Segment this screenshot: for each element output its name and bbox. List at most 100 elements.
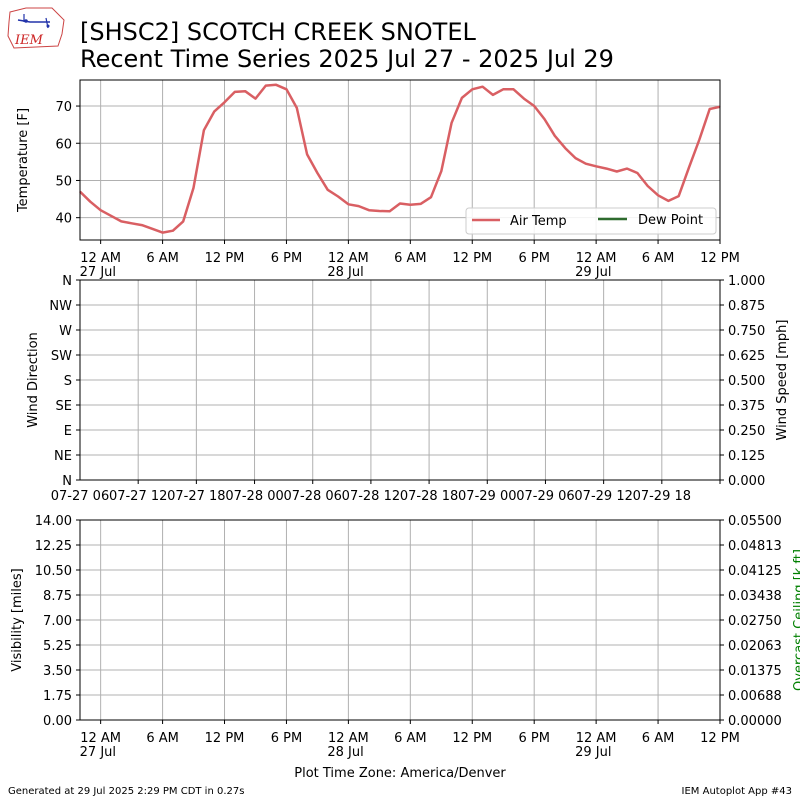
air-temp-point <box>523 98 525 100</box>
visibility-x-tick-label: 12 PM <box>700 731 740 746</box>
visibility-tick-label: 5.25 <box>43 639 72 654</box>
wind-speed-tick-label: 0.125 <box>728 449 765 464</box>
chart-title-line2: Recent Time Series 2025 Jul 27 - 2025 Ju… <box>80 45 614 73</box>
wind-speed-tick-label: 0.625 <box>728 349 765 364</box>
ceiling-tick-label: 0.00688 <box>728 689 782 704</box>
air-temp-point <box>389 210 391 212</box>
visibility-tick-label: 10.50 <box>35 564 72 579</box>
air-temp-point <box>502 88 504 90</box>
air-temp-point <box>636 172 639 174</box>
wind-direction-tick-label: W <box>59 324 72 339</box>
temperature-y-tick-label: 60 <box>55 137 72 152</box>
temperature-x-tick-label: 12 AM <box>328 251 369 266</box>
air-temp-point <box>213 111 215 113</box>
wind-x-tick-label: 07-29 06 <box>516 489 574 504</box>
visibility-x-tick-label: 12 AM <box>80 731 121 746</box>
temperature-x-tick-date: 29 Jul <box>575 265 611 280</box>
footer-app: IEM Autoplot App #43 <box>682 786 792 797</box>
wind-direction-ylabel: Wind Direction <box>26 332 41 428</box>
air-temp-point <box>347 203 349 205</box>
visibility-x-tick-label: 12 AM <box>328 731 369 746</box>
air-temp-point <box>585 163 587 165</box>
visibility-tick-label: 12.25 <box>35 539 72 554</box>
logo-text: IEM <box>14 33 44 48</box>
visibility-x-tick-date: 27 Jul <box>80 745 116 760</box>
temperature-x-tick-date: 27 Jul <box>80 265 116 280</box>
air-temp-point <box>647 185 649 187</box>
visibility-tick-label: 8.75 <box>43 589 72 604</box>
air-temp-point <box>471 88 473 90</box>
visibility-x-tick-label: 12 AM <box>576 731 617 746</box>
wind-x-tick-label: 07-28 00 <box>225 489 283 504</box>
wind-x-tick-label: 07-29 18 <box>633 489 691 504</box>
temperature-x-tick-label: 12 AM <box>80 251 121 266</box>
temperature-x-tick-label: 12 PM <box>700 251 740 266</box>
air-temp-point <box>492 94 494 96</box>
wind-x-tick-label: 07-28 06 <box>284 489 342 504</box>
air-temp-point <box>131 222 133 224</box>
air-temp-point <box>657 194 659 196</box>
wind-direction-tick-label: SE <box>56 399 72 414</box>
air-temp-point <box>409 204 411 206</box>
legend-air-temp-label: Air Temp <box>510 214 567 229</box>
air-temp-point <box>358 205 360 207</box>
wind-frame <box>79 279 721 481</box>
temperature-x-tick-label: 6 AM <box>394 251 427 266</box>
air-temp-point <box>461 97 463 99</box>
temperature-x-tick-label: 6 AM <box>642 251 675 266</box>
visibility-x-tick-label: 12 PM <box>205 731 245 746</box>
visibility-x-tick-date: 29 Jul <box>575 745 611 760</box>
air-temp-point <box>626 167 628 170</box>
visibility-tick-label: 0.00 <box>43 714 72 729</box>
air-temp-point <box>533 105 535 107</box>
ceiling-tick-label: 0.00000 <box>728 714 782 729</box>
visibility-tick-label: 7.00 <box>43 614 72 629</box>
wind-x-tick-label: 07-27 12 <box>109 489 167 504</box>
temperature-x-tick-label: 12 PM <box>205 251 245 266</box>
air-temp-point <box>316 172 319 174</box>
wind-direction-tick-label: SW <box>51 349 72 364</box>
wind-direction-tick-label: N <box>62 274 72 289</box>
temperature-x-tick-date: 28 Jul <box>327 265 363 280</box>
air-temp-point <box>430 196 432 198</box>
wind-direction-tick-label: N <box>62 474 72 489</box>
temperature-y-tick-label: 70 <box>55 100 72 115</box>
wind-grid <box>80 279 721 481</box>
wind-x-tick-label: 07-28 12 <box>342 489 400 504</box>
air-temp-point <box>564 147 566 149</box>
air-temp-point <box>512 88 515 90</box>
air-temp-point <box>254 98 257 100</box>
visibility-frame <box>79 519 721 721</box>
air-temp-point <box>605 167 608 170</box>
wind-speed-tick-label: 0.500 <box>728 374 765 389</box>
air-temp-point <box>285 88 288 90</box>
air-temp-point <box>89 201 91 203</box>
visibility-grid <box>80 519 721 721</box>
wind-x-tick-label: 07-28 18 <box>400 489 458 504</box>
air-temp-point <box>265 84 267 87</box>
temperature-x-tick-label: 12 AM <box>576 251 617 266</box>
air-temp-point <box>709 108 711 110</box>
chart-title-line1: [SHSC2] SCOTCH CREEK SNOTEL <box>80 18 477 46</box>
legend-dew-point-label: Dew Point <box>638 213 703 228</box>
air-temp-point <box>306 153 308 156</box>
air-temp-point <box>337 195 339 198</box>
wind-x-tick-label: 07-27 18 <box>167 489 225 504</box>
visibility-tick-label: 1.75 <box>43 689 72 704</box>
footer-generated: Generated at 29 Jul 2025 2:29 PM CDT in … <box>8 786 244 797</box>
temperature-y-tick-label: 50 <box>55 174 72 189</box>
air-temp-point <box>368 209 370 211</box>
air-temp-point <box>688 166 690 169</box>
air-temp-point <box>110 215 112 217</box>
wind-direction-tick-label: S <box>64 374 72 389</box>
air-temp-point <box>554 135 556 137</box>
temperature-x-tick-label: 6 PM <box>271 251 302 266</box>
visibility-x-tick-label: 6 PM <box>518 731 549 746</box>
ceiling-tick-label: 0.04125 <box>728 564 782 579</box>
wind-panel: N NE E SE S SW W NW N 0.000 0.125 0.250 0.375 0.500 0.… <box>26 274 790 504</box>
air-temp-point <box>595 165 597 167</box>
air-temp-point <box>234 91 236 93</box>
air-temp-point <box>100 209 102 211</box>
